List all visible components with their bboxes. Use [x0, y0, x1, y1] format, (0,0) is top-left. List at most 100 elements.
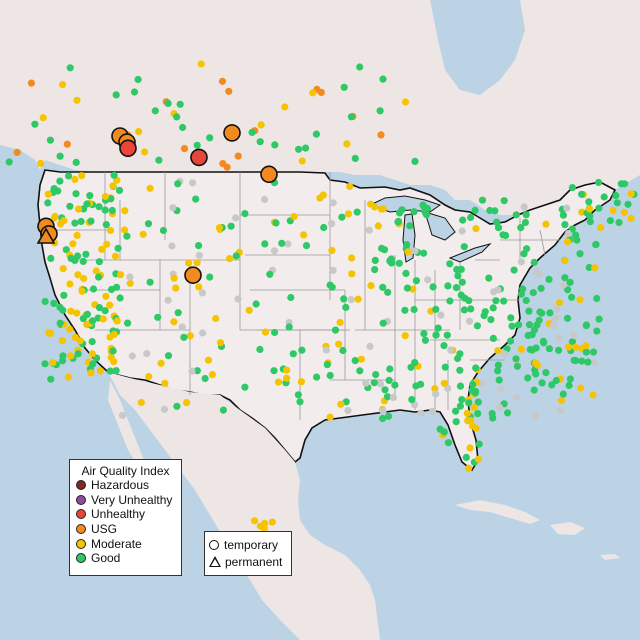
legend-item-permanent: permanent — [205, 553, 291, 570]
site-dot — [572, 343, 580, 351]
site-dot — [5, 158, 13, 166]
site-dot — [513, 362, 522, 370]
site-dot — [271, 141, 279, 149]
site-dot — [186, 332, 194, 340]
site-dot — [37, 159, 45, 167]
site-dot — [113, 283, 121, 291]
site-dot — [193, 259, 201, 267]
site-dot — [64, 373, 72, 381]
site-dot — [353, 208, 361, 216]
site-dot — [522, 211, 530, 219]
site-dot — [429, 283, 437, 291]
site-dot — [379, 283, 387, 291]
site-dot — [295, 145, 303, 153]
site-dot — [458, 278, 466, 286]
site-dot — [176, 100, 184, 108]
site-dot — [86, 192, 94, 200]
site-dot — [77, 217, 85, 226]
site-dot — [444, 439, 452, 447]
site-dot — [372, 371, 380, 379]
site-dot — [553, 305, 561, 313]
site-dot — [287, 293, 295, 302]
site-dot — [206, 273, 214, 281]
site-dot — [63, 140, 71, 148]
temporary-site-marker — [223, 124, 241, 142]
site-dot — [312, 130, 320, 138]
site-dot — [101, 307, 109, 315]
site-dot — [465, 317, 474, 325]
site-dot — [440, 428, 448, 436]
site-dot — [398, 206, 406, 214]
site-dot — [111, 252, 120, 260]
site-dot — [432, 305, 440, 313]
site-dot — [169, 204, 177, 212]
site-dot — [101, 206, 109, 214]
site-dot — [343, 140, 351, 148]
site-dot — [568, 293, 576, 301]
site-dot — [592, 240, 600, 249]
site-dot — [536, 271, 544, 279]
site-dot — [60, 217, 68, 225]
site-dot — [582, 322, 591, 330]
site-dot — [401, 332, 409, 340]
site-dot — [472, 424, 480, 432]
site-dot — [384, 412, 393, 420]
site-dot — [110, 358, 118, 366]
site-dot — [179, 123, 187, 132]
site-dot — [344, 210, 352, 218]
site-dot — [338, 213, 346, 221]
site-dot — [270, 367, 278, 375]
site-dot — [494, 224, 503, 232]
site-dot — [161, 379, 169, 387]
site-dot — [474, 398, 482, 406]
legend-item-usg: USG — [70, 522, 181, 537]
site-dot — [432, 390, 440, 398]
site-dot — [99, 315, 107, 323]
site-dot — [578, 190, 586, 198]
site-dot — [467, 305, 475, 313]
site-dot — [566, 278, 574, 286]
site-dot — [164, 352, 173, 360]
site-dot — [517, 345, 525, 353]
site-dot — [342, 398, 350, 406]
legend-item-unhealthy: Unhealthy — [70, 507, 181, 522]
site-dot — [56, 152, 64, 160]
site-dot — [261, 195, 269, 204]
site-dot — [446, 260, 454, 268]
site-dot — [143, 349, 151, 358]
site-dot — [98, 245, 106, 253]
legend-item-temporary: temporary — [205, 536, 291, 553]
site-dot — [421, 208, 429, 216]
site-dot — [471, 206, 479, 214]
permanent-site-marker — [36, 227, 56, 244]
site-dot — [134, 75, 142, 84]
site-dot — [329, 199, 337, 207]
site-dot — [565, 381, 573, 389]
site-dot — [297, 378, 305, 386]
site-dot — [347, 296, 355, 304]
site-dot — [411, 359, 419, 367]
swatch-icon — [76, 553, 86, 564]
site-dot — [298, 157, 306, 165]
site-dot — [285, 323, 293, 331]
site-dot — [95, 203, 103, 211]
site-dot — [376, 107, 384, 115]
site-dot — [197, 60, 205, 68]
site-dot — [428, 407, 437, 415]
site-dot — [410, 305, 418, 314]
legend-item-label: permanent — [225, 554, 283, 569]
site-dot — [87, 369, 95, 377]
site-dot — [530, 258, 538, 266]
site-dot — [384, 288, 392, 296]
site-dot — [379, 414, 387, 423]
site-dot — [329, 266, 337, 274]
site-dot — [408, 396, 416, 404]
site-dot — [56, 177, 64, 185]
site-dot — [180, 333, 188, 341]
site-dot — [493, 218, 501, 226]
site-dot — [313, 373, 321, 381]
site-dot — [510, 266, 518, 274]
northern-water — [430, 0, 525, 95]
site-dot — [593, 327, 601, 335]
site-dot — [102, 292, 110, 300]
